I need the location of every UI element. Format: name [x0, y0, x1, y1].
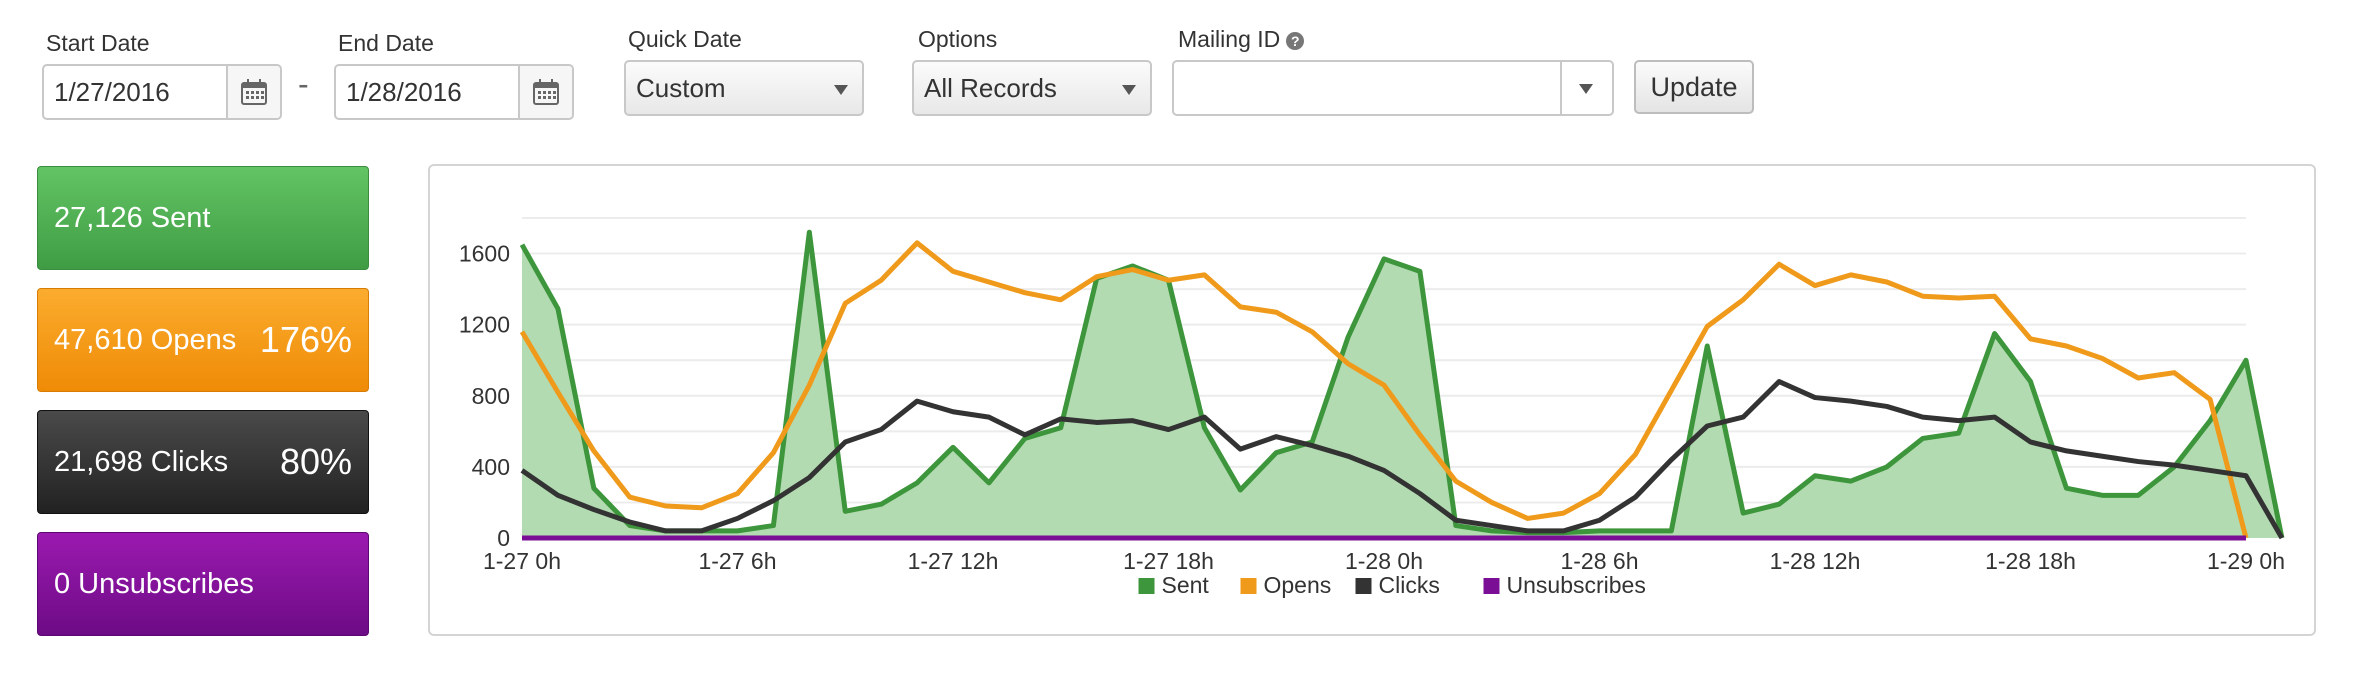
legend-item-clicks[interactable]: Clicks [1355, 572, 1440, 598]
legend-item-unsubscribes[interactable]: Unsubscribes [1483, 572, 1646, 598]
clicks-stat-label: 21,698 Clicks [54, 445, 229, 478]
date-range-separator: - [298, 66, 309, 102]
y-tick-label: 800 [472, 383, 510, 409]
chart-x-axis: 1-27 0h 1-27 6h 1-27 12h 1-27 18h 1-28 0h 1-2… [483, 548, 2285, 574]
chevron-down-icon [1579, 84, 1593, 94]
chart-legend[interactable]: Sent Opens Clicks Unsubscribes [1138, 572, 1646, 598]
x-tick-label: 1-29 0h [2207, 548, 2285, 574]
mailing-id-dropdown-button[interactable] [1560, 62, 1612, 114]
start-date-label: Start Date [46, 30, 150, 56]
options-value: All Records [924, 73, 1057, 103]
legend-label: Opens [1264, 572, 1332, 598]
legend-swatch [1138, 578, 1155, 594]
unsubscribes-stat-card[interactable]: 0 Unsubscribes [37, 532, 369, 636]
x-tick-label: 1-27 0h [483, 548, 561, 574]
x-tick-label: 1-28 12h [1770, 548, 1861, 574]
legend-swatch [1483, 578, 1500, 594]
y-tick-label: 1600 [459, 241, 510, 267]
sent-series-line [519, 229, 2285, 539]
opens-stat-card[interactable]: 47,610 Opens 176% [37, 288, 369, 392]
quick-date-label: Quick Date [628, 26, 742, 52]
mailing-id-label: Mailing ID? [1178, 26, 1305, 53]
x-tick-label: 1-28 0h [1345, 548, 1423, 574]
options-label: Options [918, 26, 998, 52]
legend-label: Clicks [1379, 572, 1440, 598]
end-date-field[interactable]: 1/28/2016 [334, 64, 574, 120]
y-tick-label: 400 [472, 454, 510, 480]
start-date-field[interactable]: 1/27/2016 [42, 64, 282, 120]
unsubscribes-stat-label: 0 Unsubscribes [54, 567, 254, 600]
chevron-down-icon [1122, 85, 1136, 95]
start-date-calendar-icon[interactable] [226, 66, 280, 118]
end-date-label: End Date [338, 30, 434, 56]
legend-label: Sent [1162, 572, 1210, 598]
x-tick-label: 1-27 6h [698, 548, 776, 574]
sent-area [522, 232, 2282, 538]
x-tick-label: 1-27 18h [1123, 548, 1214, 574]
sent-stat-label: 27,126 Sent [54, 201, 211, 234]
chart-panel: 0 400 800 1200 1600 1-27 0h 1-27 6h 1-27 12h 1-… [428, 164, 2316, 636]
y-tick-label: 0 [497, 525, 510, 551]
legend-item-opens[interactable]: Opens [1240, 572, 1332, 598]
opens-series-line [519, 240, 2249, 539]
x-tick-label: 1-28 6h [1560, 548, 1638, 574]
help-icon[interactable]: ? [1286, 32, 1305, 50]
quick-date-value: Custom [636, 73, 726, 103]
chart-area-layer [522, 232, 2282, 538]
y-tick-label: 1200 [459, 312, 510, 338]
chart-y-axis: 0 400 800 1200 1600 [459, 241, 510, 551]
mailing-id-label-text: Mailing ID [1178, 26, 1281, 52]
opens-stat-label: 47,610 Opens [54, 323, 237, 356]
clicks-stat-card[interactable]: 21,698 Clicks 80% [37, 410, 369, 514]
legend-swatch [1355, 578, 1372, 594]
clicks-stat-percent: 80% [279, 441, 352, 482]
legend-swatch [1240, 578, 1257, 594]
chart-line-layer [519, 229, 2285, 541]
legend-item-sent[interactable]: Sent [1138, 572, 1210, 598]
clicks-series-line [520, 379, 2285, 540]
update-button[interactable]: Update [1634, 60, 1754, 114]
quick-date-select[interactable]: Custom [624, 60, 864, 116]
sent-stat-card[interactable]: 27,126 Sent [37, 166, 369, 270]
end-date-calendar-icon[interactable] [518, 66, 572, 118]
x-tick-label: 1-28 18h [1985, 548, 2076, 574]
end-date-value[interactable]: 1/28/2016 [346, 77, 462, 107]
mailing-id-input[interactable] [1172, 60, 1614, 116]
start-date-value[interactable]: 1/27/2016 [54, 77, 170, 107]
chevron-down-icon [834, 85, 848, 95]
opens-stat-percent: 176% [259, 319, 352, 360]
options-select[interactable]: All Records [912, 60, 1152, 116]
x-tick-label: 1-27 12h [908, 548, 999, 574]
legend-label: Unsubscribes [1507, 572, 1646, 598]
